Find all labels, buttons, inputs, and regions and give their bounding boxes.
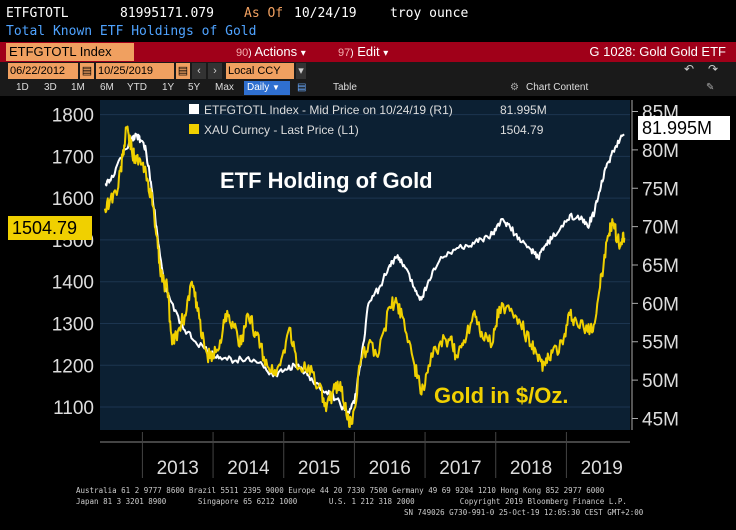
period-1m[interactable]: 1M: [71, 82, 85, 93]
calendar-icon[interactable]: ▤: [80, 63, 94, 79]
left-tick-label: 1300: [52, 314, 94, 335]
period-5y[interactable]: 5Y: [188, 82, 201, 93]
x-tick-label: 2017: [439, 458, 481, 479]
last-value-gold-box: [8, 216, 92, 240]
legend-label-etf: ETFGTOTL Index - Mid Price on 10/24/19 (…: [204, 103, 453, 117]
frequency-select[interactable]: Daily ▼: [244, 81, 290, 95]
left-tick-label: 1100: [53, 398, 94, 419]
security-header: ETFGTOTL 81995171.079 As Of 10/24/19 tro…: [6, 6, 468, 24]
x-tick-label: 2018: [510, 458, 552, 479]
next-period-button[interactable]: ›: [208, 63, 222, 79]
security-description: Total Known ETF Holdings of Gold: [6, 24, 257, 39]
security-field[interactable]: ETFGTOTL Index: [6, 43, 134, 61]
as-of-label: As Of: [244, 6, 284, 21]
calendar-icon[interactable]: ▤: [176, 63, 190, 79]
x-tick-label: 2013: [157, 458, 199, 479]
period-1y[interactable]: 1Y: [162, 82, 175, 93]
currency-select[interactable]: Local CCY: [226, 63, 294, 79]
chevron-down-icon: ▾: [383, 48, 389, 59]
right-tick-label: 70M: [642, 218, 679, 239]
chevron-down-icon[interactable]: ▾: [296, 63, 306, 79]
command-toolbar: ETFGTOTL Index 90) Actions ▾ 97) Edit ▾ …: [0, 42, 736, 62]
as-of-date: 10/24/19: [294, 6, 357, 21]
footer-contacts-2: Japan 81 3 3201 8900 Singapore 65 6212 1…: [76, 497, 627, 506]
left-tick-label: 1200: [52, 356, 94, 377]
undo-icon[interactable]: ↶: [684, 62, 695, 76]
last-value-gold: 1504.79: [12, 218, 77, 238]
period-3d[interactable]: 3D: [44, 82, 57, 93]
chevron-down-icon: ▼: [272, 83, 280, 92]
gold-price-line: [103, 125, 626, 428]
right-tick-label: 50M: [642, 371, 679, 392]
right-tick-label: 65M: [642, 256, 679, 277]
legend-value-gold: 1504.79: [500, 123, 544, 137]
screen-title: G 1028: Gold Gold ETF: [589, 44, 726, 59]
redo-icon[interactable]: ↷: [708, 62, 719, 76]
legend-swatch-gold: [189, 124, 199, 134]
x-tick-label: 2019: [581, 458, 623, 479]
period-max[interactable]: Max: [215, 82, 234, 93]
actions-menu-button[interactable]: 90) Actions ▾: [236, 44, 306, 59]
edit-chart-icon[interactable]: ✎: [706, 82, 715, 93]
ticker-label: ETFGTOTL: [6, 6, 69, 21]
start-date-input[interactable]: 06/22/2012: [8, 63, 78, 79]
x-tick-label: 2014: [227, 458, 270, 479]
right-tick-label: 80M: [642, 141, 679, 162]
annotation-title: ETF Holding of Gold: [220, 168, 433, 193]
right-tick-label: 60M: [642, 294, 679, 315]
footer-serial: SN 749026 G730-991-0 25-Oct-19 12:05:30 …: [404, 508, 644, 517]
left-tick-label: 1800: [52, 106, 94, 127]
settings-icon[interactable]: ⚙: [510, 82, 519, 93]
footer-contacts-1: Australia 61 2 9777 8600 Brazil 5511 239…: [76, 486, 605, 495]
header-value: 81995171.079: [120, 6, 214, 21]
annotation-gold: Gold in $/Oz.: [434, 383, 568, 408]
end-date-input[interactable]: 10/25/2019: [96, 63, 174, 79]
period-6m[interactable]: 6M: [100, 82, 114, 93]
right-tick-label: 75M: [642, 179, 679, 200]
date-range-row: 06/22/2012 ▤ 10/25/2019 ▤ ‹ › Local CCY …: [0, 62, 736, 80]
last-value-etf-box: [638, 116, 730, 140]
x-axis: 2013 2014 2015 2016 2017 2018 2019: [100, 432, 630, 479]
chart-content-button[interactable]: Chart Content: [526, 82, 589, 93]
right-tick-label: 45M: [642, 409, 679, 430]
line-chart-icon[interactable]: ▤: [297, 82, 307, 93]
unit-label: troy ounce: [390, 6, 469, 21]
plot-background: [100, 100, 630, 430]
period-1d[interactable]: 1D: [16, 82, 29, 93]
period-row: 1D 3D 1M 6M YTD 1Y 5Y Max Daily ▼ ▤ Tabl…: [0, 80, 736, 96]
prev-period-button[interactable]: ‹: [192, 63, 206, 79]
left-tick-label: 1700: [52, 147, 94, 168]
x-tick-label: 2015: [298, 458, 340, 479]
legend-label-gold: XAU Curncy - Last Price (L1): [204, 123, 359, 137]
period-ytd[interactable]: YTD: [127, 82, 147, 93]
x-tick-label: 2016: [369, 458, 411, 479]
right-tick-label: 55M: [642, 333, 679, 354]
chevron-down-icon: ▾: [300, 48, 306, 59]
left-tick-label: 1400: [52, 273, 94, 294]
legend-swatch-etf: [189, 104, 199, 114]
legend-value-etf: 81.995M: [500, 103, 547, 117]
series-layer: [103, 125, 626, 428]
last-value-etf: 81.995M: [642, 118, 712, 138]
table-view-button[interactable]: Table: [333, 82, 357, 93]
edit-menu-button[interactable]: 97) Edit ▾: [338, 44, 389, 59]
left-tick-label: 1600: [52, 189, 94, 210]
